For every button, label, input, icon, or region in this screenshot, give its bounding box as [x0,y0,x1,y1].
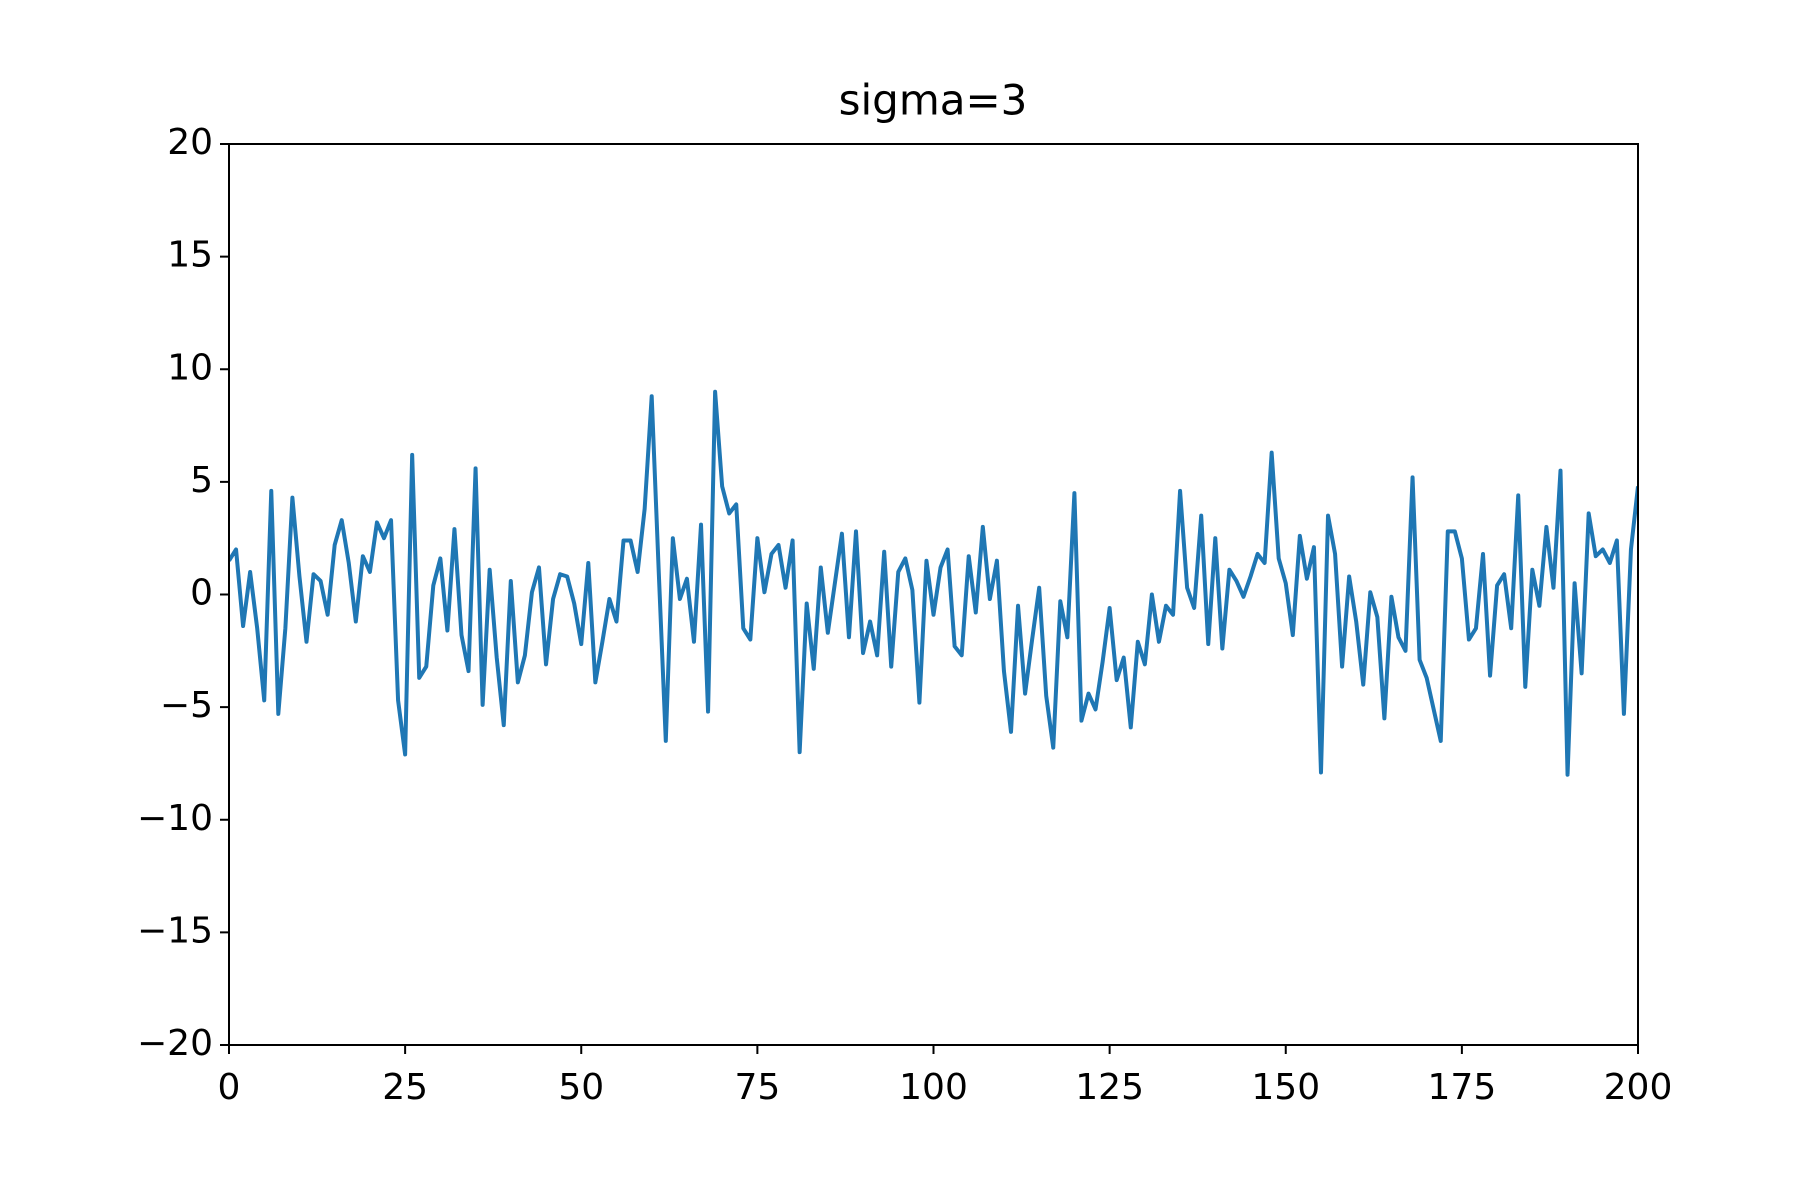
x-tick-label: 175 [1428,1067,1497,1108]
y-tick-label: 0 [190,573,213,614]
x-tick-label: 50 [558,1067,604,1108]
x-tick-label: 100 [899,1067,968,1108]
y-tick-label: 15 [167,235,213,276]
y-tick-label: 10 [167,347,213,388]
y-tick-label: −5 [160,685,213,726]
chart-title: sigma=3 [839,76,1028,125]
x-tick-label: 150 [1251,1067,1320,1108]
x-tick-label: 0 [218,1067,241,1108]
y-tick-label: −20 [137,1023,213,1064]
y-tick-label: 5 [190,460,213,501]
y-tick-label: 20 [167,122,213,163]
plot-frame [228,143,1639,1046]
x-tick-label: 125 [1075,1067,1144,1108]
x-tick-label: 25 [382,1067,428,1108]
data-line [229,389,1638,777]
x-tick-label: 75 [734,1067,780,1108]
x-tick-label: 200 [1604,1067,1673,1108]
y-tick-label: −10 [137,798,213,839]
y-tick-label: −15 [137,910,213,951]
